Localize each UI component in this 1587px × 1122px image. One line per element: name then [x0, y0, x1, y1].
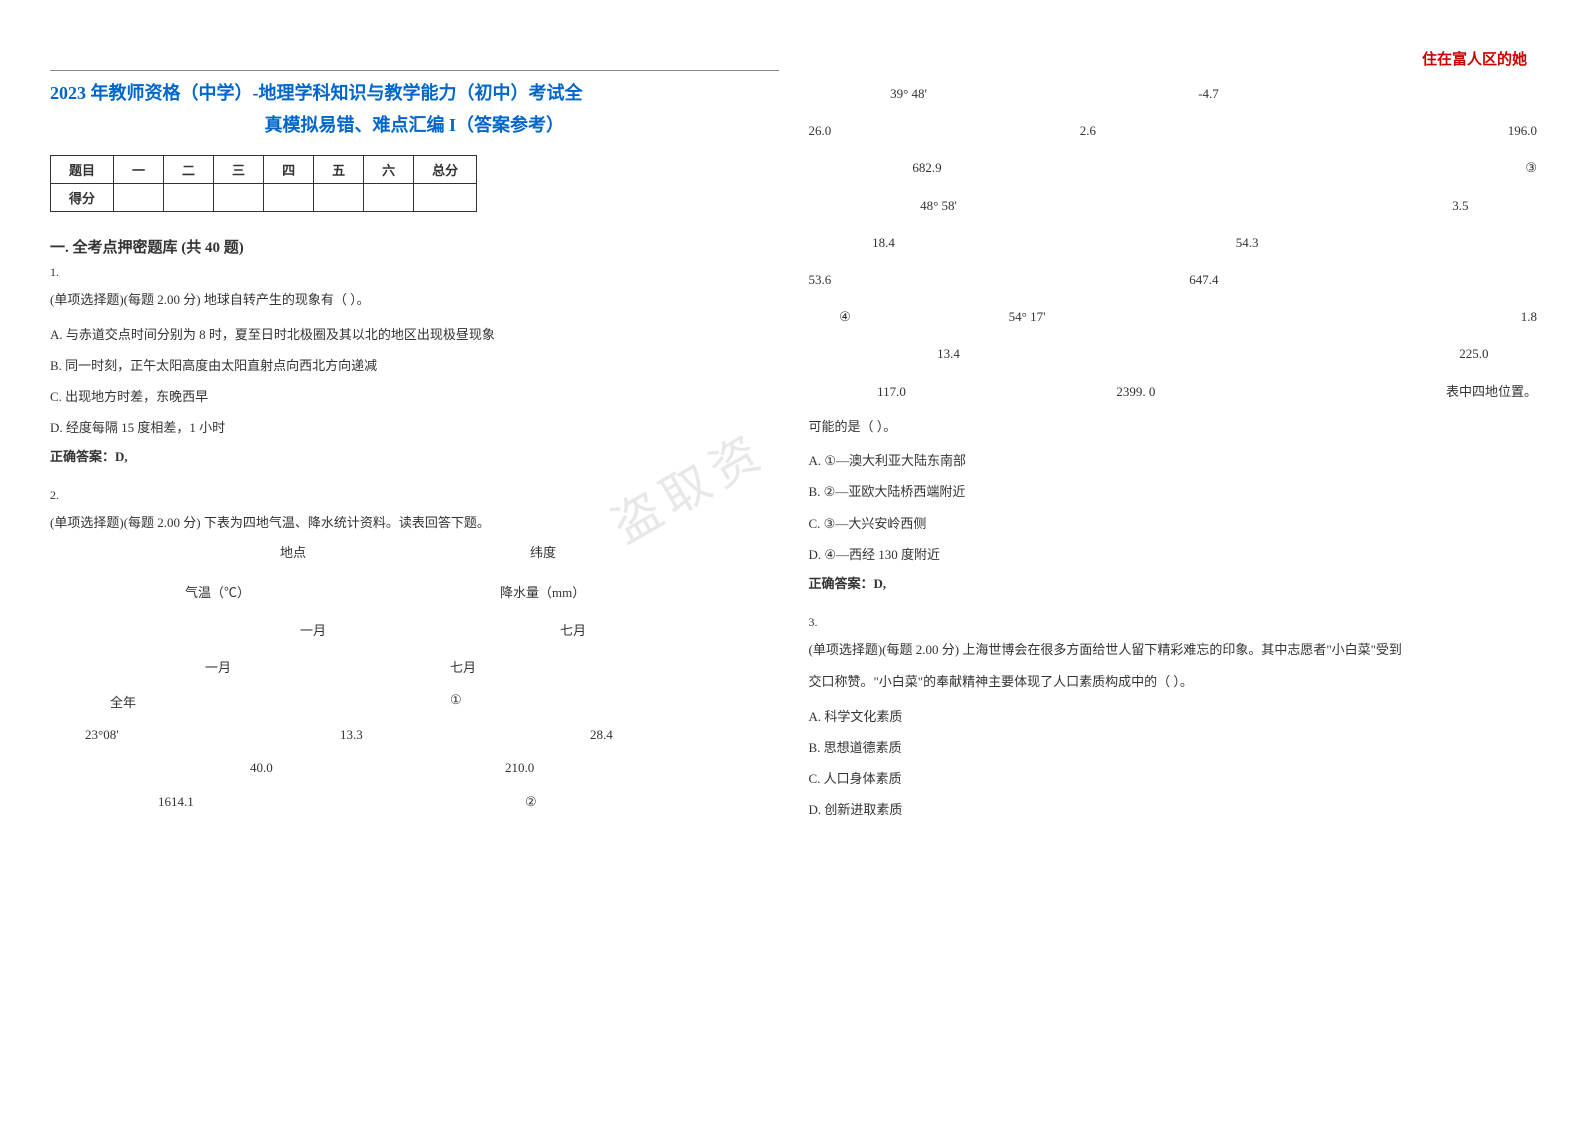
q2-th-lat: 纬度	[530, 542, 556, 561]
rd-r3-b: ③	[1045, 152, 1537, 183]
q2-r1-v2: 28.4	[590, 727, 613, 743]
rd-r8-b: 225.0	[1089, 338, 1489, 369]
score-table: 题目 一 二 三 四 五 六 总分 得分	[50, 155, 477, 212]
page-container: 2023 年教师资格（中学）-地理学科知识与教学能力（初中）考试全 真模拟易错、…	[0, 0, 1587, 882]
score-cell-2	[164, 184, 214, 212]
q2-option-a: A. ①—澳大利亚大陆东南部	[809, 445, 1538, 476]
q1-number: 1.	[50, 265, 779, 280]
score-cell-6	[364, 184, 414, 212]
q2-th-jul2: 七月	[450, 657, 476, 676]
rd-r4-b: 3.5	[1069, 190, 1469, 221]
rd-r1-a: 39° 48'	[809, 78, 1009, 109]
q2-option-c: C. ③—大兴安岭西侧	[809, 508, 1538, 539]
rd-r7-a: ④	[809, 301, 882, 332]
q3-text-line2: 交口称赞。"小白菜"的奉献精神主要体现了人口素质构成中的（ ）。	[809, 668, 1538, 697]
rd-r3-a: 682.9	[809, 152, 1046, 183]
score-th-2: 二	[164, 156, 214, 184]
q2-answer: 正确答案：D,	[809, 570, 1538, 599]
q2-th-precip: 降水量（mm）	[500, 582, 585, 601]
q3-option-c: C. 人口身体素质	[809, 763, 1538, 794]
q2-tail: 可能的是（ ）。	[809, 413, 1538, 442]
score-th-1: 一	[114, 156, 164, 184]
q1-text: (单项选择题)(每题 2.00 分) 地球自转产生的现象有（ ）。	[50, 286, 779, 315]
q2-r1-v4: 210.0	[505, 760, 534, 776]
q2-text: (单项选择题)(每题 2.00 分) 下表为四地气温、降水统计资料。读表回答下题…	[50, 509, 779, 538]
q3-option-a: A. 科学文化素质	[809, 701, 1538, 732]
q3-option-b: B. 思想道德素质	[809, 732, 1538, 763]
q2-r1-v3: 40.0	[250, 760, 273, 776]
q2-data-table: 地点 纬度 气温（℃） 降水量（mm） 一月 七月 一月 七月 全年 ① 23°…	[50, 542, 779, 842]
q2-r1-lat: 23°08'	[85, 727, 119, 743]
q2-option-d: D. ④—西经 130 度附近	[809, 539, 1538, 570]
rd-r5-a: 18.4	[809, 227, 959, 258]
q2-r1-v1: 13.3	[340, 727, 363, 743]
rd-r6-a: 53.6	[809, 264, 849, 295]
score-table-score-row: 得分	[51, 184, 477, 212]
q1-answer: 正确答案：D,	[50, 443, 779, 472]
q2-th-jan1: 一月	[300, 620, 326, 639]
rd-r2-b: 2.6	[888, 115, 1287, 146]
score-th-4: 四	[264, 156, 314, 184]
q2-th-jan2: 一月	[205, 657, 231, 676]
score-th-5: 五	[314, 156, 364, 184]
rd-r7-b: 54° 17'	[881, 301, 1172, 332]
rd-r9-b: 2399. 0	[974, 376, 1297, 407]
score-cell-1	[114, 184, 164, 212]
rd-r4-a: 48° 58'	[809, 190, 1069, 221]
score-th-3: 三	[214, 156, 264, 184]
rd-r1-b: -4.7	[1009, 78, 1409, 109]
q2-r1-v5: 1614.1	[158, 794, 194, 810]
q1-option-b: B. 同一时刻，正午太阳高度由太阳直射点向西北方向递减	[50, 350, 779, 381]
q3-option-d: D. 创新进取素质	[809, 794, 1538, 825]
rd-r6-b: 647.4	[849, 264, 1219, 295]
q2-circle-2: ②	[525, 794, 537, 810]
q1-option-d: D. 经度每隔 15 度相差，1 小时	[50, 412, 779, 443]
score-row-label: 得分	[51, 184, 114, 212]
q1-option-c: C. 出现地方时差，东晚西早	[50, 381, 779, 412]
exam-title-line2: 真模拟易错、难点汇编 I（答案参考）	[50, 111, 779, 137]
rd-r2-a: 26.0	[809, 115, 889, 146]
score-cell-5	[314, 184, 364, 212]
q2-circle-1: ①	[450, 692, 462, 708]
rd-r9-c: 表中四地位置。	[1297, 376, 1537, 407]
q3-number: 3.	[809, 615, 1538, 630]
rd-r9-a: 117.0	[809, 376, 975, 407]
q2-data-continued: 39° 48' -4.7 26.0 2.6 196.0 682.9 ③ 48° …	[809, 78, 1538, 407]
section-1-title: 一. 全考点押密题库 (共 40 题)	[50, 236, 779, 257]
score-th-total: 总分	[414, 156, 477, 184]
score-cell-4	[264, 184, 314, 212]
score-th-topic: 题目	[51, 156, 114, 184]
q2-number: 2.	[50, 488, 779, 503]
q2-th-place: 地点	[280, 542, 306, 561]
q1-option-a: A. 与赤道交点时间分别为 8 时，夏至日时北极圈及其以北的地区出现极昼现象	[50, 319, 779, 350]
exam-title-line1: 2023 年教师资格（中学）-地理学科知识与教学能力（初中）考试全	[50, 79, 779, 105]
rd-r8-a: 13.4	[809, 338, 1089, 369]
score-cell-total	[414, 184, 477, 212]
rd-r2-c: 196.0	[1288, 115, 1537, 146]
left-column: 2023 年教师资格（中学）-地理学科知识与教学能力（初中）考试全 真模拟易错、…	[50, 70, 779, 842]
q2-option-b: B. ②—亚欧大陆桥西端附近	[809, 476, 1538, 507]
score-table-header-row: 题目 一 二 三 四 五 六 总分	[51, 156, 477, 184]
score-cell-3	[214, 184, 264, 212]
q2-th-year: 全年	[110, 692, 136, 711]
q2-th-temp: 气温（℃）	[185, 582, 250, 601]
q2-th-jul1: 七月	[560, 620, 586, 639]
rd-r7-c: 1.8	[1173, 301, 1537, 332]
score-th-6: 六	[364, 156, 414, 184]
rd-r5-b: 54.3	[959, 227, 1259, 258]
right-column: 39° 48' -4.7 26.0 2.6 196.0 682.9 ③ 48° …	[809, 70, 1538, 842]
q3-text-line1: (单项选择题)(每题 2.00 分) 上海世博会在很多方面给世人留下精彩难忘的印…	[809, 636, 1538, 665]
